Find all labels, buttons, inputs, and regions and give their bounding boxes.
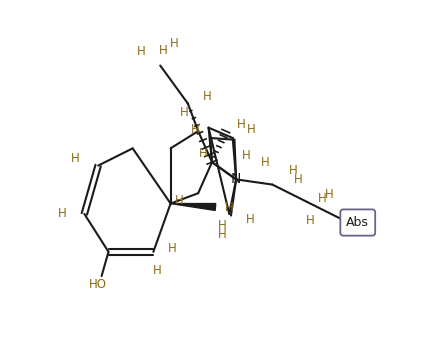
Text: H: H — [245, 213, 254, 226]
Text: H: H — [175, 194, 184, 207]
Text: H: H — [199, 147, 208, 160]
Text: H: H — [170, 37, 179, 50]
Text: H: H — [152, 264, 161, 277]
Text: H: H — [237, 118, 245, 131]
Text: H: H — [159, 43, 168, 57]
Text: H: H — [180, 106, 189, 119]
Text: H: H — [202, 90, 211, 103]
Text: H: H — [225, 200, 234, 214]
FancyBboxPatch shape — [340, 209, 375, 236]
Text: H: H — [306, 214, 315, 227]
Text: H: H — [294, 173, 303, 186]
Text: H: H — [218, 219, 227, 233]
Polygon shape — [170, 204, 216, 210]
Text: Abs: Abs — [346, 216, 369, 229]
Text: HO: HO — [89, 278, 107, 291]
Text: H: H — [71, 152, 80, 165]
Text: H: H — [289, 164, 298, 177]
Text: N: N — [231, 172, 241, 186]
Text: H: H — [261, 156, 270, 169]
Text: H: H — [58, 207, 66, 220]
Text: H: H — [168, 242, 177, 255]
Text: H: H — [137, 45, 146, 58]
Text: H: H — [190, 123, 199, 136]
Text: H: H — [325, 188, 334, 201]
Text: H: H — [242, 149, 251, 162]
Text: H: H — [318, 192, 327, 205]
Text: H: H — [247, 123, 256, 136]
Text: H: H — [218, 228, 227, 241]
